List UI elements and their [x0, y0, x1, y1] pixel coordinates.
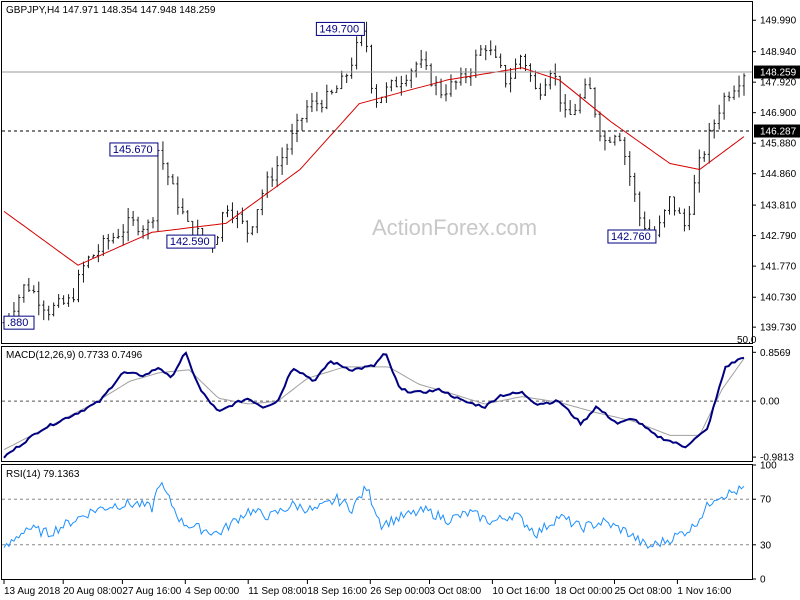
x-axis-tick-label: 18 Sep 16:00 [307, 586, 367, 597]
price-y-tick-label: 143.810 [760, 201, 797, 212]
price-panel [1, 1, 753, 344]
macd-line [3, 351, 745, 459]
x-axis-tick-label: 25 Oct 08:00 [615, 586, 673, 597]
current-price-tag-bg [754, 65, 800, 79]
x-axis-tick-label: 20 Aug 08:00 [63, 586, 122, 597]
price-callout-label: 142.760 [611, 231, 651, 243]
price-y-tick-label: 139.730 [760, 323, 797, 334]
price-corner-label: 50.0 [737, 335, 757, 346]
x-axis-tick-label: 27 Aug 16:00 [122, 586, 181, 597]
rsi-y-tick-label: 0 [760, 575, 766, 586]
level-line-tag-bg [754, 124, 800, 138]
macd-y-tick-label: 0.8569 [760, 348, 791, 359]
price-title: GBPJPY,H4 147.971 148.354 147.948 148.25… [6, 5, 216, 16]
rsi-y-tick-label: 100 [760, 461, 777, 472]
macd-title: MACD(12,26,9) 0.7733 0.7496 [6, 350, 143, 361]
x-axis-tick-label: 3 Oct 08:00 [430, 586, 482, 597]
price-callout-label: .880 [7, 317, 28, 329]
rsi-line [3, 481, 745, 549]
x-axis-tick-label: 10 Oct 16:00 [492, 586, 550, 597]
x-axis-tick-label: 13 Aug 2018 [4, 586, 61, 597]
price-y-tick-label: 142.790 [760, 231, 797, 242]
price-y-tick-label: 145.880 [760, 139, 797, 150]
level-line-tag: 146.287 [760, 127, 797, 138]
price-y-tick-label: 147.920 [760, 78, 797, 89]
current-price-tag: 148.259 [760, 68, 797, 79]
x-axis-tick-label: 1 Nov 16:00 [677, 586, 731, 597]
moving-average-line [3, 67, 745, 266]
price-callout-label: 149.700 [319, 23, 359, 35]
rsi-y-tick-label: 70 [760, 495, 772, 506]
price-y-tick-label: 149.990 [760, 16, 797, 27]
x-axis-tick-label: 11 Sep 08:00 [248, 586, 307, 597]
x-axis-tick-label: 4 Sep 00:00 [185, 586, 239, 597]
price-callout-box [166, 234, 216, 249]
price-y-tick-label: 141.770 [760, 262, 797, 273]
price-callout-label: 145.670 [113, 144, 153, 156]
price-callout-box [607, 229, 657, 244]
x-axis-tick-label: 26 Sep 00:00 [370, 586, 430, 597]
rsi-title: RSI(14) 79.1363 [6, 469, 80, 480]
macd-y-tick-label: 0.00 [760, 397, 780, 408]
macd-y-tick-label: -0.9813 [760, 453, 794, 464]
price-callout-box [315, 21, 365, 36]
price-callout-box [109, 142, 159, 157]
rsi-layer [2, 481, 752, 549]
price-callout-label: 142.590 [170, 236, 210, 248]
price-y-tick-label: 140.730 [760, 293, 797, 304]
price-callout-box [3, 315, 35, 330]
rsi-y-tick-label: 30 [760, 540, 772, 551]
rsi-panel [1, 464, 753, 580]
price-y-tick-label: 148.940 [760, 47, 797, 58]
x-axis-tick-label: 18 Oct 00:00 [555, 586, 613, 597]
macd-layer [2, 351, 752, 459]
price-layer: 149.700 145.670 142.590 142.760 .880 [2, 21, 752, 330]
price-y-tick-label: 146.900 [760, 108, 797, 119]
axis-layer: 149.990 148.940 147.920 146.900 145.880 144.8… [3, 16, 800, 597]
price-y-tick-label: 144.860 [760, 169, 797, 180]
macd-panel [1, 346, 753, 462]
watermark: ActionForex.com [372, 215, 537, 240]
